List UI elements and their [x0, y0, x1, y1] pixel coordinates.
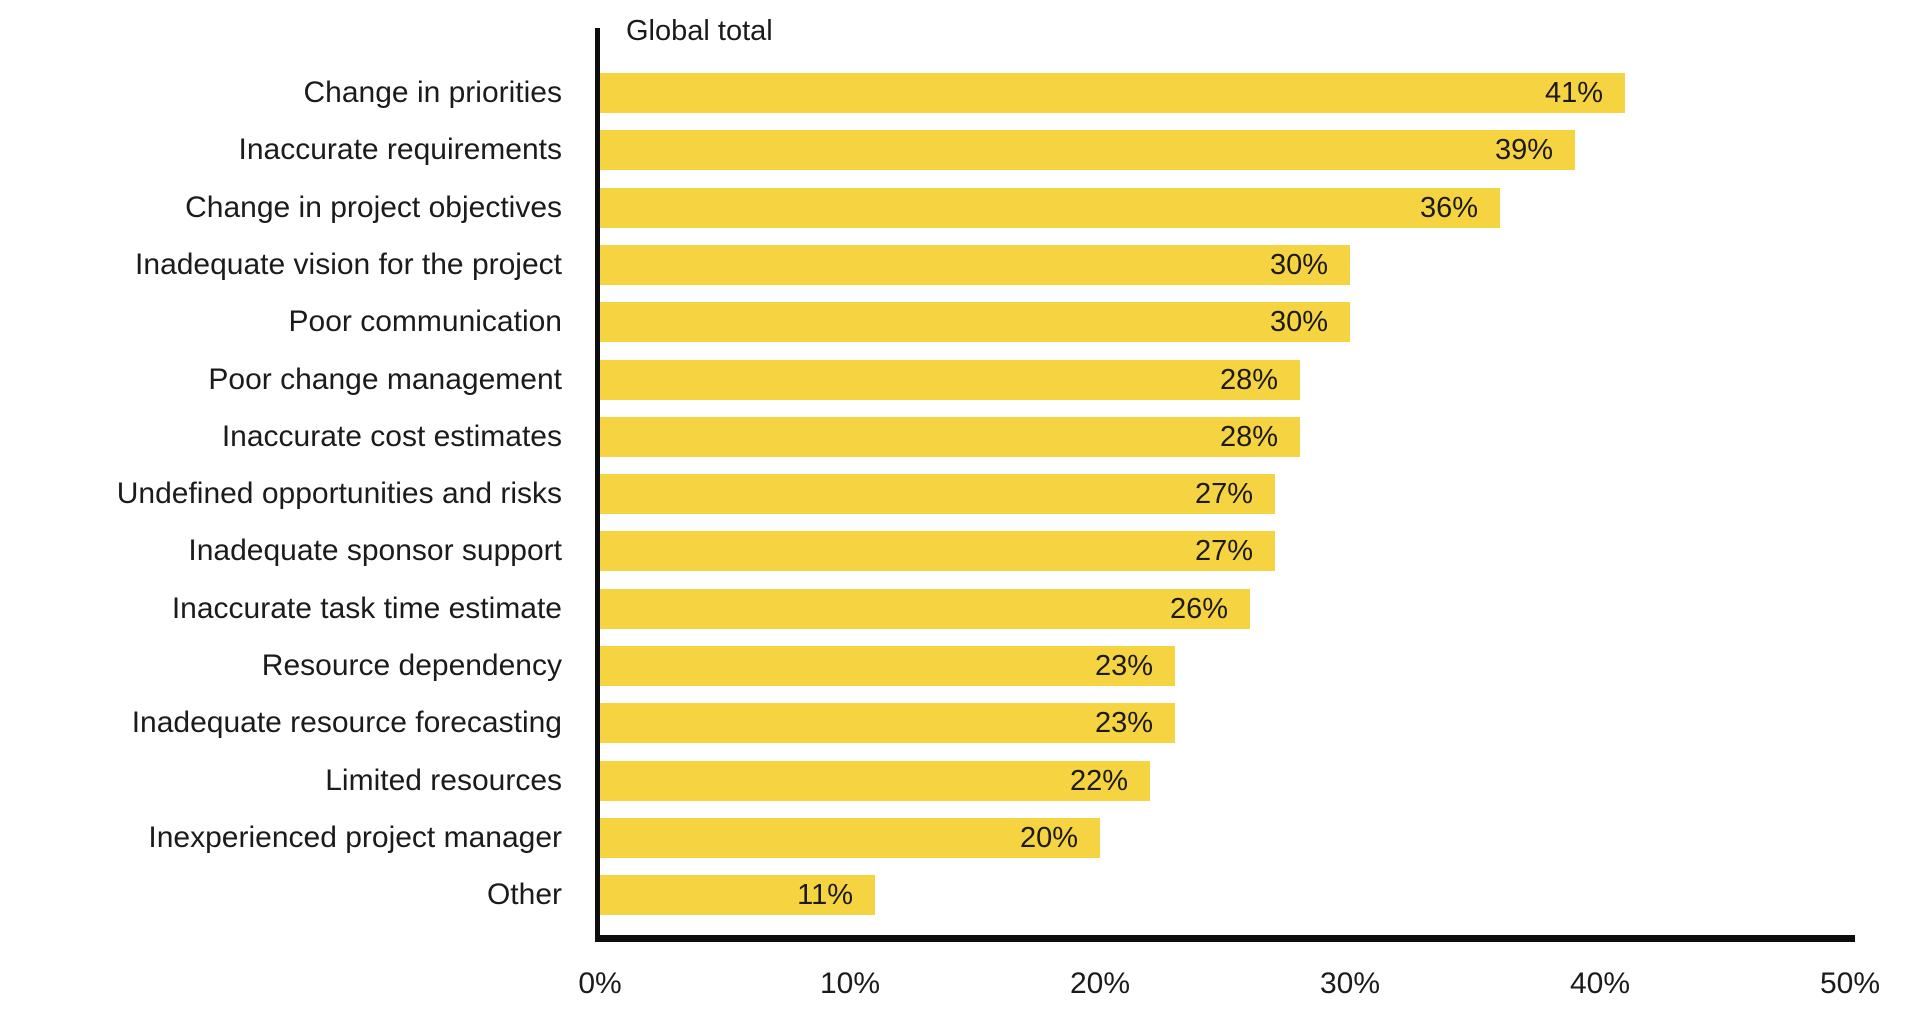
bar-value-label: 28% [1219, 420, 1278, 453]
bar: 30% [600, 302, 1350, 342]
bar-value-label: 30% [1269, 305, 1328, 338]
bar-value-label: 27% [1194, 534, 1253, 567]
bar-value-label: 30% [1269, 248, 1328, 281]
x-axis-tick-label: 30% [1319, 967, 1381, 1000]
category-label: Poor change management [208, 363, 562, 396]
bar-value-label: 41% [1544, 76, 1603, 109]
category-label: Undefined opportunities and risks [116, 477, 562, 510]
x-axis-tick-label: 20% [1069, 967, 1131, 1000]
category-label: Inadequate sponsor support [188, 534, 562, 567]
category-label: Inaccurate task time estimate [171, 592, 562, 625]
bar: 30% [600, 245, 1350, 285]
bar-value-label: 39% [1494, 133, 1553, 166]
category-label: Inadequate resource forecasting [131, 706, 562, 739]
bar: 28% [600, 417, 1300, 457]
category-label: Other [486, 878, 562, 911]
bar-value-label: 26% [1169, 592, 1228, 625]
bar-value-label: 36% [1419, 191, 1478, 224]
bar: 11% [600, 875, 875, 915]
chart-title: Global total [626, 15, 773, 47]
bar-value-label: 27% [1194, 477, 1253, 510]
bar: 23% [600, 703, 1175, 743]
bar: 39% [600, 130, 1575, 170]
category-label: Limited resources [325, 764, 562, 797]
x-axis-tick-label: 0% [578, 967, 622, 1000]
category-label: Resource dependency [261, 649, 562, 682]
bar: 27% [600, 474, 1275, 514]
bar-value-label: 23% [1094, 706, 1153, 739]
category-label: Inexperienced project manager [148, 821, 562, 854]
bar: 22% [600, 761, 1150, 801]
bar-value-label: 20% [1019, 821, 1078, 854]
x-axis-tick-label: 40% [1569, 967, 1631, 1000]
bar: 26% [600, 589, 1250, 629]
category-label: Change in priorities [303, 76, 562, 109]
bar-value-label: 11% [797, 878, 853, 911]
category-label: Inaccurate requirements [238, 133, 563, 166]
category-label: Change in project objectives [185, 191, 562, 224]
x-axis-tick-label: 10% [819, 967, 881, 1000]
bar: 23% [600, 646, 1175, 686]
category-label: Inaccurate cost estimates [221, 420, 562, 453]
category-labels-column: Change in priorities Inaccurate requireme… [0, 0, 562, 1021]
x-axis-tick-label: 50% [1819, 967, 1881, 1000]
bar: 28% [600, 360, 1300, 400]
category-label: Inadequate vision for the project [135, 248, 562, 281]
plot-area: Global total 41% 39% 36% 30% 30% 28% 28% 27% 27%… [595, 15, 1855, 942]
bar: 36% [600, 188, 1500, 228]
category-label: Poor communication [288, 305, 562, 338]
bar: 41% [600, 73, 1625, 113]
bar-value-label: 28% [1219, 363, 1278, 396]
bar-value-label: 22% [1069, 764, 1128, 797]
bar: 20% [600, 818, 1100, 858]
bar-value-label: 23% [1094, 649, 1153, 682]
bars-container: 41% 39% 36% 30% 30% 28% 28% 27% 27% 26% 23% 23% 22% 2… [600, 28, 1855, 935]
bar: 27% [600, 531, 1275, 571]
